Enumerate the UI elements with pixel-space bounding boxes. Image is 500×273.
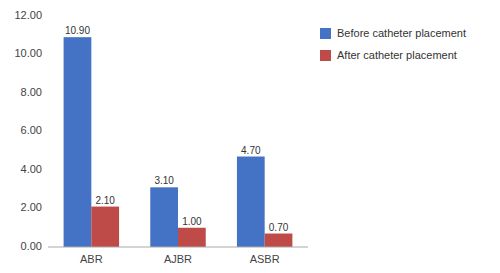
data-label: 1.00 [182, 216, 202, 227]
bar [91, 207, 119, 247]
y-tick-label: 10.00 [14, 47, 42, 59]
legend-label: Before catheter placement [337, 27, 466, 39]
bar [64, 37, 92, 247]
data-label: 3.10 [154, 175, 174, 186]
data-labels: 10.90 3.10 4.70 2.10 1.00 0.70 [65, 25, 289, 232]
y-tick-label: 8.00 [21, 86, 42, 98]
legend-swatch [320, 28, 331, 39]
data-label: 2.10 [95, 195, 115, 206]
x-axis: ABR AJBR ASBR [48, 247, 308, 265]
bar [150, 187, 178, 247]
bar [178, 228, 206, 247]
y-tick-label: 4.00 [21, 163, 42, 175]
x-tick-label: AJBR [164, 253, 192, 265]
x-tick-label: ABR [80, 253, 103, 265]
bar [265, 234, 293, 247]
chart: 0.00 2.00 4.00 6.00 8.00 10.00 12.00 10.90 3.10 4… [0, 0, 500, 273]
x-tick-label: ASBR [250, 253, 280, 265]
data-label: 10.90 [65, 25, 90, 36]
legend: Before catheter placement After catheter … [320, 27, 466, 61]
data-label: 4.70 [241, 145, 261, 156]
legend-swatch [320, 50, 331, 61]
y-tick-label: 12.00 [14, 9, 42, 21]
legend-label: After catheter placement [337, 49, 457, 61]
bar [237, 157, 265, 247]
x-axis-line [48, 247, 308, 248]
data-label: 0.70 [269, 222, 289, 233]
y-tick-label: 0.00 [21, 240, 42, 252]
y-tick-label: 6.00 [21, 124, 42, 136]
y-axis: 0.00 2.00 4.00 6.00 8.00 10.00 12.00 [14, 9, 42, 252]
bars [64, 37, 293, 247]
y-tick-label: 2.00 [21, 201, 42, 213]
